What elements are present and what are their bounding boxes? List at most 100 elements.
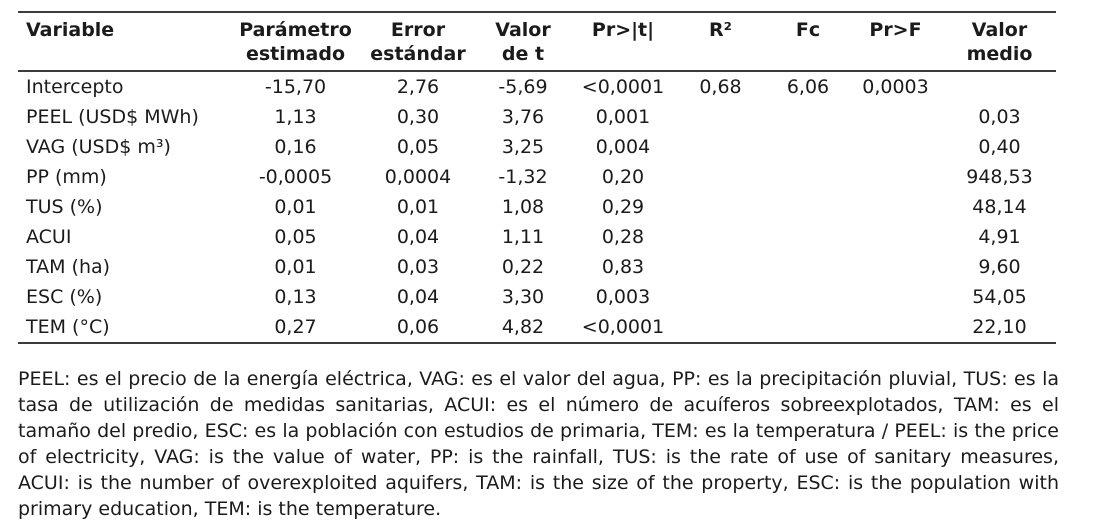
- table-row: Intercepto -15,70 2,76 -5,69 <0,0001 0,68 6,06…: [18, 71, 1056, 102]
- table-row: PEEL (USD$ MWh) 1,13 0,30 3,76 0,001 0,03: [18, 102, 1056, 132]
- value-cell: -0,0005: [258, 166, 333, 188]
- table-body: Intercepto -15,70 2,76 -5,69 <0,0001 0,68 6,06…: [18, 71, 1056, 344]
- table-row: TEM (°C) 0,27 0,06 4,82 <0,0001 22,10: [18, 312, 1056, 344]
- value-cell: 0,01: [274, 256, 317, 278]
- value-cell: [848, 222, 943, 252]
- value-cell: [673, 132, 768, 162]
- value-cell: [768, 132, 848, 162]
- value-cell: [848, 162, 943, 192]
- value-cell: 1,08: [501, 196, 545, 218]
- value-cell: 2,76: [396, 76, 440, 98]
- table-row: ESC (%) 0,13 0,04 3,30 0,003 54,05: [18, 282, 1056, 312]
- value-cell: 0,01: [274, 196, 317, 218]
- value-cell: 0,20: [601, 166, 645, 188]
- value-cell: 0,0003: [862, 76, 929, 98]
- value-cell: 3,25: [501, 136, 545, 158]
- value-cell: 0,03: [396, 256, 440, 278]
- variable-cell: TEM (°C): [18, 312, 228, 344]
- value-cell: 0,16: [274, 136, 317, 158]
- value-cell: -15,70: [264, 76, 327, 98]
- column-header-pr-f: Pr>F: [848, 11, 943, 72]
- variable-cell: PP (mm): [26, 166, 107, 188]
- value-cell: 54,05: [972, 286, 1027, 308]
- value-cell: [848, 312, 943, 344]
- value-cell: 0,0004: [384, 166, 452, 188]
- table-footnote: PEEL: es el precio de la energía eléctri…: [18, 368, 1059, 520]
- value-cell: [673, 102, 768, 132]
- value-cell: [673, 162, 768, 192]
- value-cell: [768, 252, 848, 282]
- value-cell: [768, 192, 848, 222]
- value-cell: [848, 252, 943, 282]
- value-cell: 0,68: [699, 76, 742, 98]
- value-cell: 0,27: [228, 312, 363, 344]
- column-header-valor-medio: Valor medio: [943, 11, 1056, 72]
- variable-cell: ACUI: [26, 226, 72, 248]
- value-cell: 948,53: [966, 166, 1033, 188]
- value-cell: 3,30: [501, 286, 545, 308]
- value-cell: [768, 222, 848, 252]
- value-cell: 1,13: [274, 106, 317, 128]
- value-cell: 48,14: [972, 196, 1027, 218]
- value-cell: 0,05: [274, 226, 317, 248]
- variable-cell: TAM (ha): [26, 256, 111, 278]
- value-cell: 1,11: [501, 226, 545, 248]
- value-cell: <0,0001: [573, 312, 673, 344]
- variable-cell: ESC (%): [26, 286, 103, 308]
- value-cell: [673, 282, 768, 312]
- value-cell: 0,003: [595, 286, 651, 308]
- value-cell: [848, 132, 943, 162]
- column-header-variable: Variable: [18, 11, 228, 72]
- table-row: VAG (USD$ m³) 0,16 0,05 3,25 0,004 0,40: [18, 132, 1056, 162]
- value-cell: 0,04: [396, 286, 440, 308]
- value-cell: -1,32: [498, 166, 548, 188]
- table-header: Variable Parámetro estimado Error estánd…: [18, 11, 1056, 72]
- value-cell: 6,06: [786, 76, 830, 98]
- value-cell: 0,06: [363, 312, 473, 344]
- value-cell: [848, 282, 943, 312]
- value-cell: [768, 312, 848, 344]
- column-header-valor-de-t: Valor de t: [473, 11, 573, 72]
- table-row: PP (mm) -0,0005 0,0004 -1,32 0,20 948,53: [18, 162, 1056, 192]
- variable-cell: TUS (%): [26, 196, 103, 218]
- value-cell: 0,01: [396, 196, 440, 218]
- value-cell: [673, 222, 768, 252]
- value-cell: [943, 71, 1056, 102]
- value-cell: 0,03: [978, 106, 1021, 128]
- column-header-fc: Fc: [768, 11, 848, 72]
- variable-cell: VAG (USD$ m³): [26, 136, 171, 158]
- value-cell: [768, 282, 848, 312]
- column-header-parametro-estimado: Parámetro estimado: [228, 11, 363, 72]
- table-row: TAM (ha) 0,01 0,03 0,22 0,83 9,60: [18, 252, 1056, 282]
- value-cell: 0,30: [396, 106, 440, 128]
- value-cell: 22,10: [943, 312, 1056, 344]
- value-cell: <0,0001: [581, 76, 665, 98]
- value-cell: 4,91: [978, 226, 1021, 248]
- value-cell: 0,28: [601, 226, 645, 248]
- column-header-error-estandar: Error estándar: [363, 11, 473, 72]
- table-row: ACUI 0,05 0,04 1,11 0,28 4,91: [18, 222, 1056, 252]
- column-header-pr-t: Pr>|t|: [573, 11, 673, 72]
- value-cell: [673, 252, 768, 282]
- value-cell: 3,76: [501, 106, 545, 128]
- value-cell: 4,82: [473, 312, 573, 344]
- value-cell: [673, 192, 768, 222]
- value-cell: 0,004: [595, 136, 651, 158]
- value-cell: [848, 102, 943, 132]
- value-cell: 0,04: [396, 226, 440, 248]
- value-cell: 0,13: [274, 286, 317, 308]
- variable-cell: Intercepto: [26, 76, 124, 98]
- value-cell: 0,001: [595, 106, 651, 128]
- value-cell: 0,22: [501, 256, 545, 278]
- value-cell: [848, 192, 943, 222]
- value-cell: [768, 102, 848, 132]
- value-cell: 0,29: [601, 196, 645, 218]
- value-cell: -5,69: [498, 76, 548, 98]
- table-row: TUS (%) 0,01 0,01 1,08 0,29 48,14: [18, 192, 1056, 222]
- header-row: Variable Parámetro estimado Error estánd…: [18, 11, 1056, 72]
- value-cell: 9,60: [978, 256, 1021, 278]
- value-cell: 0,05: [396, 136, 440, 158]
- value-cell: [673, 312, 768, 344]
- value-cell: 0,83: [601, 256, 645, 278]
